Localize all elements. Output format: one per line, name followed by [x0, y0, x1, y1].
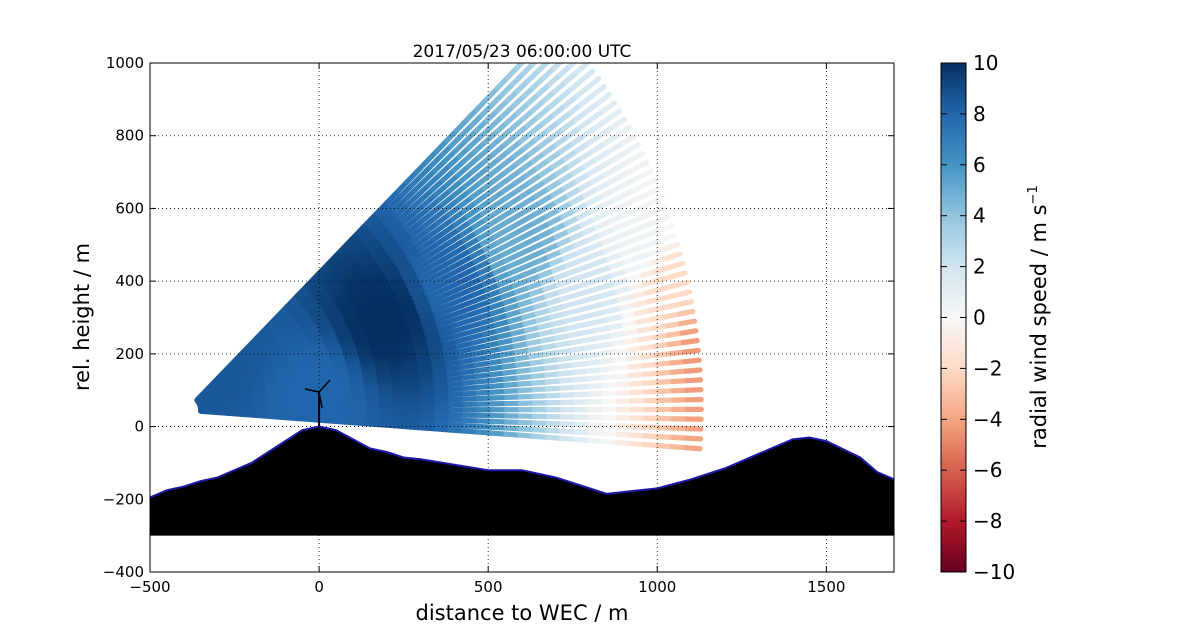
beam-segment	[661, 241, 681, 252]
terrain-layer	[150, 425, 894, 536]
y-tick-label: 1000	[106, 54, 144, 72]
beam-segment	[681, 347, 701, 355]
beam-segment	[631, 159, 650, 172]
beam-segment	[684, 425, 704, 432]
beam-segment	[639, 177, 658, 190]
beam-segment	[600, 100, 618, 114]
beam-segment	[605, 108, 623, 122]
colorbar: 10 8 6 4 2 0 −2 −4 −6 −8 −10 radial wind speed / m…	[940, 51, 1051, 584]
colorbar-label: radial wind speed / m s−1	[1026, 185, 1051, 448]
turbine-blade	[318, 379, 331, 393]
wind-turbine	[304, 379, 331, 427]
y-tick-label: 200	[115, 345, 144, 363]
scan-beams	[194, 26, 704, 452]
beam-segment	[680, 338, 700, 346]
colorbar-tick-label: −2	[973, 356, 1002, 380]
beam-segment	[646, 195, 665, 207]
beam-segment	[679, 328, 699, 336]
colorbar-ticks: 10 8 6 4 2 0 −2 −4 −6 −8 −10	[941, 51, 1015, 584]
y-tick-label: 600	[115, 199, 144, 217]
y-axis-label: rel. height / m	[70, 243, 94, 391]
beam-segment	[547, 26, 557, 36]
plot-area	[149, 26, 895, 573]
beam-segment	[669, 270, 688, 280]
scan-beam	[197, 260, 686, 409]
beam-segment	[584, 76, 602, 91]
beam-segment	[535, 63, 551, 74]
beam-segment	[579, 68, 596, 83]
x-tick-label: 0	[314, 578, 324, 596]
beam-segment	[595, 92, 612, 106]
plot-frame	[149, 62, 895, 573]
y-tick-label: −200	[103, 490, 144, 508]
beam-segment	[671, 279, 690, 289]
colorbar-label-exponent: −1	[1026, 185, 1041, 204]
beam-segment	[619, 133, 637, 147]
colorbar-tick-label: −10	[973, 560, 1015, 584]
y-tick-label: 800	[115, 127, 144, 145]
y-tick-label: 400	[115, 272, 144, 290]
beam-segment	[614, 125, 632, 139]
beam-segment	[676, 308, 696, 317]
scan-beam	[195, 92, 612, 405]
colorbar-tick-label: −4	[973, 407, 1002, 431]
beam-segment	[590, 84, 607, 99]
beam-segment	[653, 213, 672, 225]
scan-beam	[194, 26, 557, 403]
beam-segment	[635, 168, 654, 181]
beam-segment	[609, 116, 627, 130]
x-tick-label: 1000	[638, 578, 676, 596]
colorbar-tick-label: 6	[973, 153, 986, 177]
beam-segment	[683, 445, 703, 452]
colorbar-label-text: radial wind speed / m s	[1027, 204, 1051, 448]
turbine-blade	[304, 388, 320, 393]
beam-segment	[682, 357, 702, 365]
x-tick-label: 1500	[807, 578, 845, 596]
colorbar-tick-label: 10	[973, 51, 998, 75]
beam-segment	[514, 63, 526, 71]
beam-segment	[656, 223, 675, 234]
y-tick-label: −400	[103, 563, 144, 581]
colorbar-tick-label: 4	[973, 204, 986, 228]
y-axis: −400 −200 0 200 400 600 800 1000	[103, 54, 894, 581]
beam-segment	[664, 251, 683, 261]
beam-segment	[684, 387, 704, 393]
colorbar-tick-label: −6	[973, 458, 1002, 482]
beam-segment	[568, 63, 578, 68]
beam-segment	[675, 299, 694, 308]
colorbar-tick-label: 8	[973, 102, 986, 126]
x-tick-label: −500	[129, 578, 170, 596]
colorbar-tick-label: 2	[973, 255, 986, 279]
beam-segment	[678, 318, 698, 327]
terrain	[150, 426, 894, 536]
x-axis-label: distance to WEC / m	[416, 601, 629, 625]
turbine-blade	[318, 391, 323, 409]
chart-title: 2017/05/23 06:00:00 UTC	[413, 42, 632, 62]
beam-segment	[642, 186, 661, 198]
beam-segment	[551, 63, 564, 71]
x-tick-label: 500	[474, 578, 503, 596]
beam-segment	[666, 260, 686, 270]
beam-segment	[658, 232, 678, 243]
beam-segment	[573, 63, 590, 76]
y-tick-label: 0	[134, 418, 144, 436]
beam-segment	[684, 435, 704, 442]
beam-segment	[683, 377, 704, 384]
colorbar-tick-label: −8	[973, 509, 1002, 533]
beam-segment	[683, 367, 703, 374]
beam-segment	[623, 142, 641, 155]
colorbar-tick-label: 0	[973, 306, 986, 330]
beam-segment	[649, 204, 668, 216]
scan-beam	[194, 63, 564, 404]
beam-segment	[627, 151, 646, 164]
beam-segment	[673, 289, 692, 298]
x-axis: −500 0 500 1000 1500	[129, 63, 845, 596]
terrain-outline	[150, 425, 894, 499]
